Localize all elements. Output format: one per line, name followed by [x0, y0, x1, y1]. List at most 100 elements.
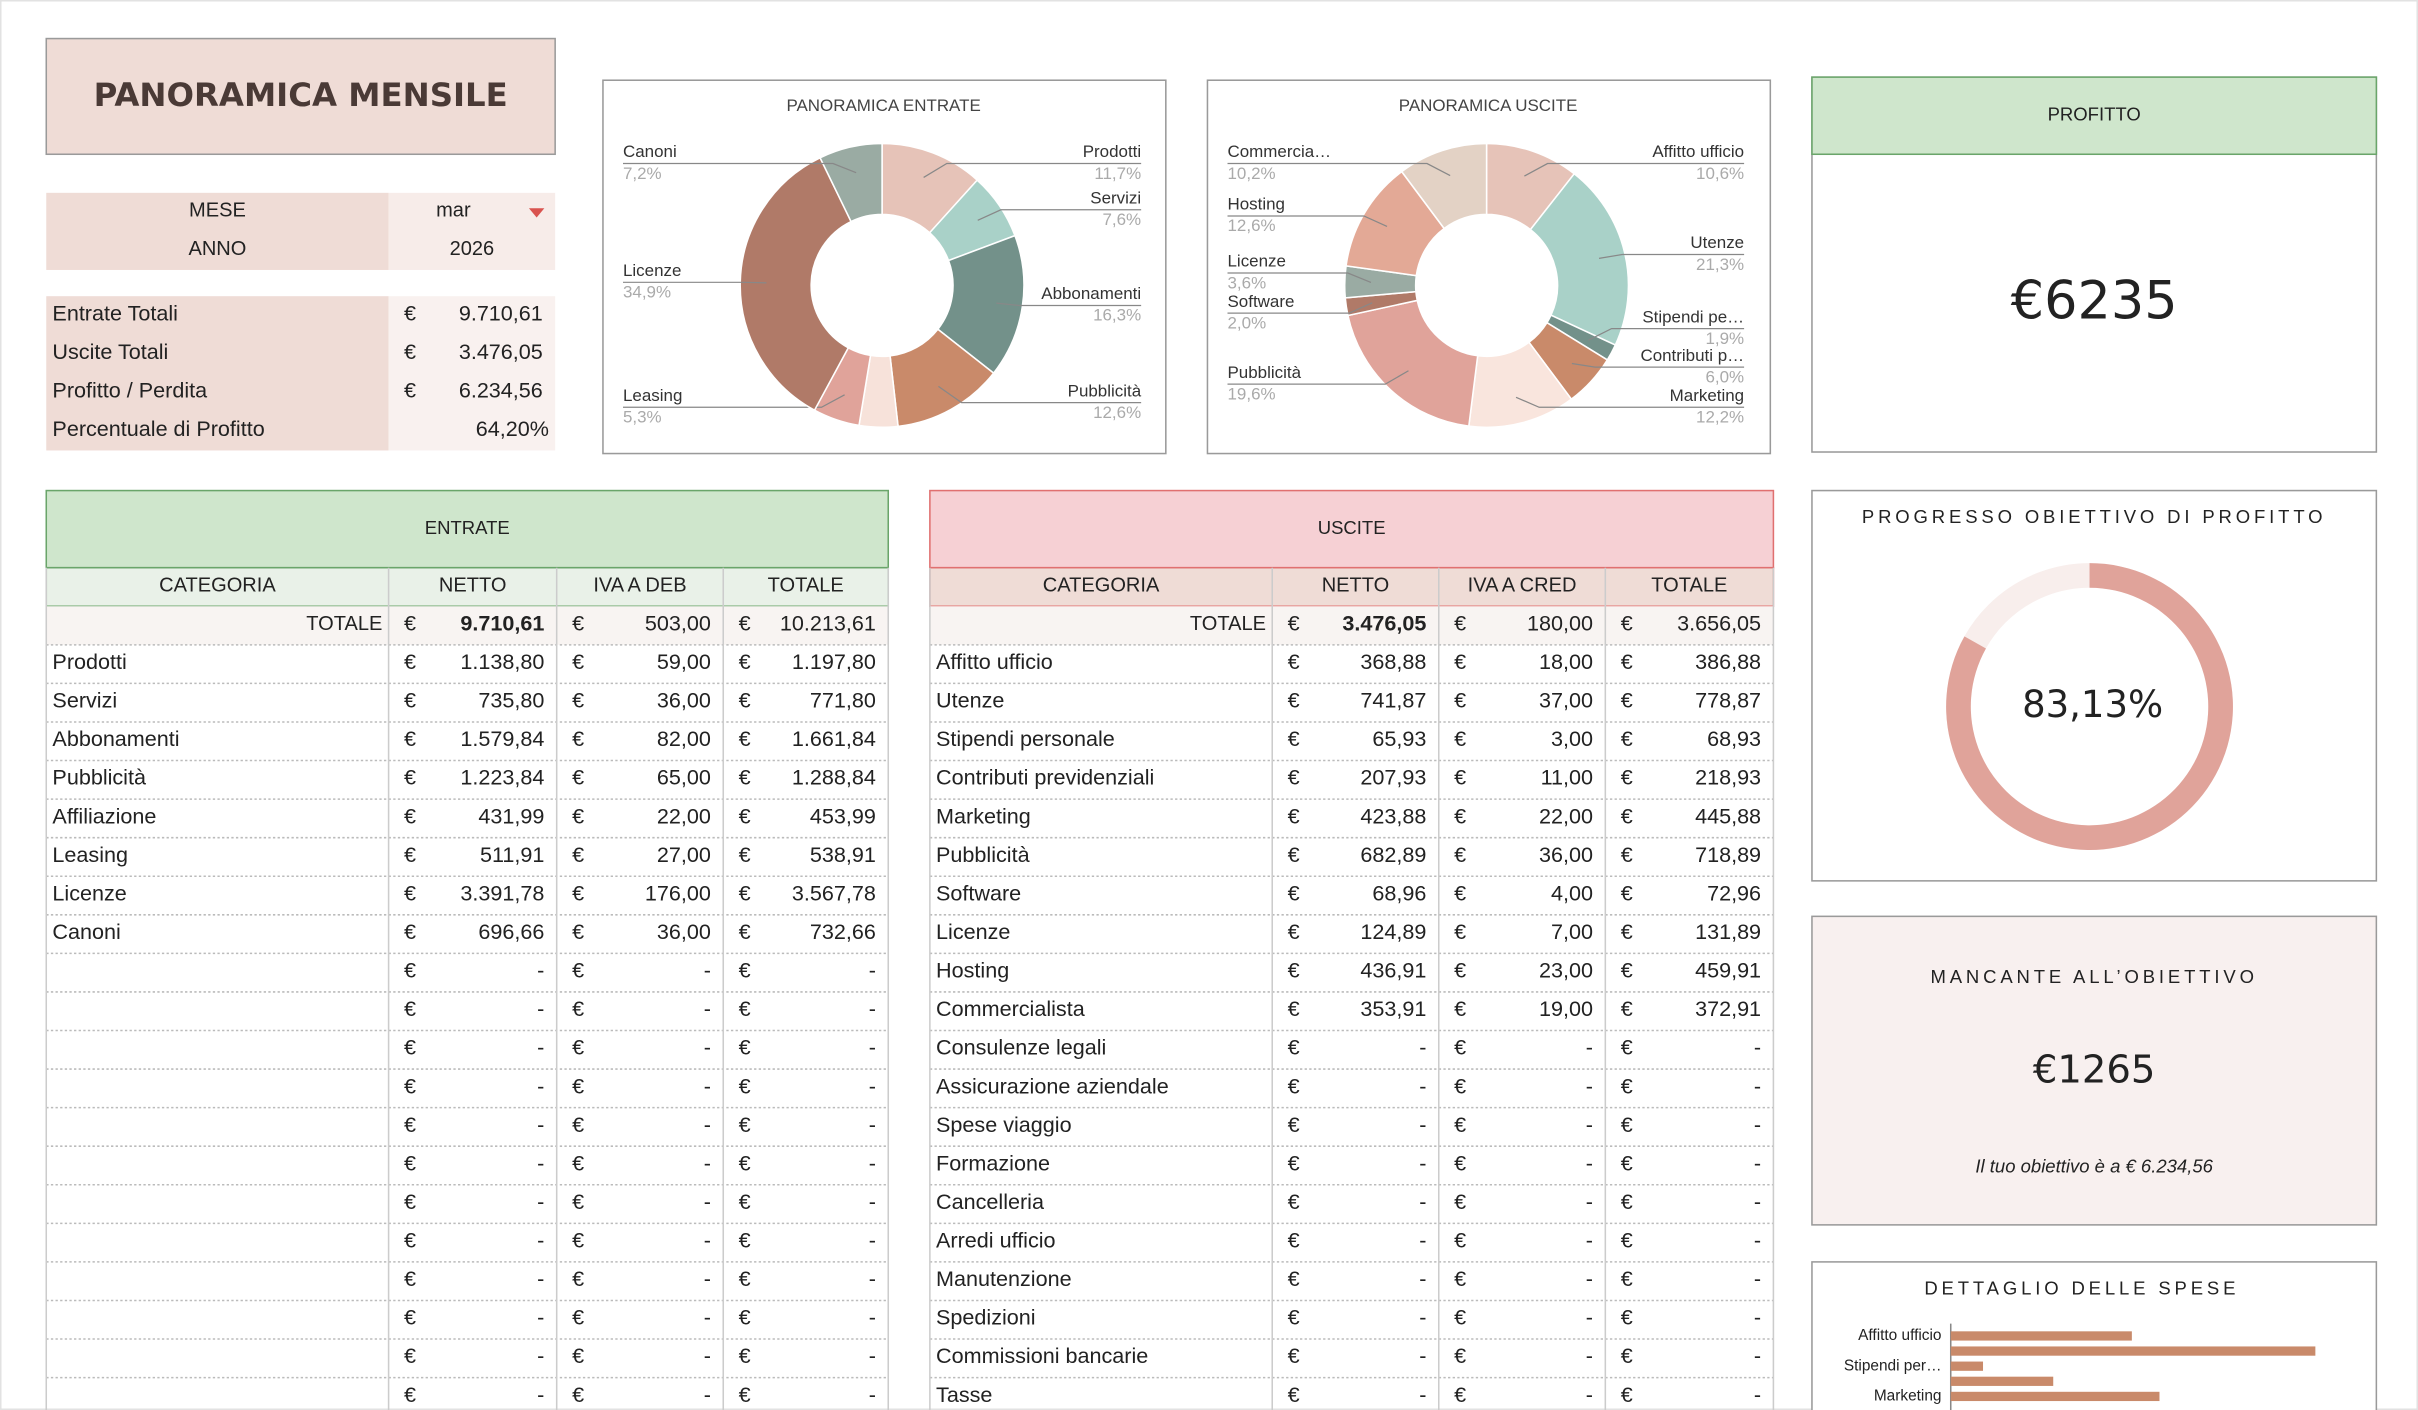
pie-label: Contributi p… [1640, 346, 1744, 365]
pie-label: Prodotti [1083, 142, 1141, 161]
currency: € [1454, 649, 1466, 674]
cell-value: - [704, 1228, 711, 1253]
cell-value: 23,00 [1539, 958, 1593, 983]
currency: € [1288, 1382, 1300, 1407]
row-label: Leasing [52, 842, 128, 867]
cell-value: 3.567,78 [792, 880, 876, 905]
pie-value-label: 34,9% [623, 283, 671, 302]
cell-value: 732,66 [810, 919, 876, 944]
currency: € [404, 1228, 416, 1253]
pie-value-label: 6,0% [1705, 367, 1744, 386]
pie-slice [1347, 299, 1479, 428]
progress-label: 83,13% [2022, 683, 2163, 726]
currency: € [572, 1343, 584, 1368]
currency: € [1621, 649, 1633, 674]
currency: € [404, 726, 416, 751]
cell-value: - [869, 1189, 876, 1214]
cell-value: - [1586, 1266, 1593, 1291]
currency: € [404, 649, 416, 674]
bar [1950, 1331, 2132, 1341]
dropdown-arrow[interactable] [528, 208, 545, 218]
leader-line [938, 385, 1142, 404]
currency: € [1454, 610, 1466, 635]
currency: € [1621, 1112, 1633, 1137]
pie-label: Utenze [1690, 233, 1744, 252]
pie-label: Software [1228, 292, 1295, 311]
cell-value: - [704, 1150, 711, 1175]
currency: € [572, 1189, 584, 1214]
cell-value: 3,00 [1551, 726, 1593, 751]
cell-value: - [537, 1189, 544, 1214]
cell-value: 718,89 [1695, 842, 1761, 867]
row-label: Software [936, 880, 1021, 905]
cell-value: - [869, 996, 876, 1021]
row-label: Pubblicità [52, 765, 146, 790]
cell-value: 19,00 [1539, 996, 1593, 1021]
table-title: USCITE [1318, 517, 1386, 538]
cell-value: 36,00 [1539, 842, 1593, 867]
cell-value: 72,96 [1707, 880, 1761, 905]
cell-value: - [1419, 1305, 1426, 1330]
column-header: TOTALE [1651, 575, 1727, 597]
currency: € [1621, 1266, 1633, 1291]
row-label: Manutenzione [936, 1266, 1072, 1291]
column-header: TOTALE [768, 575, 844, 597]
cell-value: 68,93 [1707, 726, 1761, 751]
row-label: Pubblicità [936, 842, 1030, 867]
cell-value: - [537, 1305, 544, 1330]
summary-label: Uscite Totali [52, 339, 168, 364]
cell-value: - [537, 996, 544, 1021]
cell-value: - [1754, 1305, 1761, 1330]
selector-value: mar [436, 200, 471, 222]
pie-value-label: 12,6% [1228, 216, 1276, 235]
currency: € [1288, 1228, 1300, 1253]
currency: € [572, 1266, 584, 1291]
cell-value: - [704, 1343, 711, 1368]
summary-value: 3.476,05 [459, 339, 543, 364]
cell-value: 59,00 [657, 649, 711, 674]
cell-value: - [869, 1228, 876, 1253]
cell-value: - [537, 1073, 544, 1098]
cell-value: 180,00 [1527, 610, 1593, 635]
pie-slice [1529, 172, 1630, 347]
leader-line [1524, 162, 1745, 177]
cell-value: - [1419, 1266, 1426, 1291]
row-label: Assicurazione aziendale [936, 1073, 1169, 1098]
bar [1950, 1346, 2316, 1356]
pie-value-label: 10,6% [1696, 164, 1744, 183]
bar-label: Affitto ufficio [1858, 1327, 1941, 1344]
currency: € [739, 1382, 751, 1407]
profit-value: €6235 [2011, 271, 2178, 332]
cell-value: - [869, 1266, 876, 1291]
currency: € [572, 803, 584, 828]
chart-title: DETTAGLIO DELLE SPESE [1924, 1278, 2239, 1299]
cell-value: - [869, 1343, 876, 1368]
cell-value: 22,00 [657, 803, 711, 828]
pie-value-label: 21,3% [1696, 255, 1744, 274]
currency: € [739, 1189, 751, 1214]
cell-value: - [537, 1112, 544, 1137]
row-label: Stipendi personale [936, 726, 1115, 751]
currency: € [572, 1112, 584, 1137]
pie-slice [1400, 142, 1488, 230]
currency: € [1621, 688, 1633, 713]
cell-value: - [1419, 1189, 1426, 1214]
summary-values [388, 296, 556, 451]
column-header: CATEGORIA [1043, 575, 1160, 597]
cell-value: 372,91 [1695, 996, 1761, 1021]
currency: € [404, 842, 416, 867]
summary-label: Profitto / Perdita [52, 378, 207, 403]
cell-value: - [537, 1150, 544, 1175]
cell-value: 65,00 [657, 765, 711, 790]
cell-value: 82,00 [657, 726, 711, 751]
cell-value: 353,91 [1360, 996, 1426, 1021]
cell-value: - [537, 1343, 544, 1368]
bar [1950, 1391, 2160, 1402]
leader-line [1588, 327, 1745, 341]
cell-value: - [869, 1150, 876, 1175]
missing-value: €1265 [2033, 1048, 2156, 1093]
currency: € [1621, 1343, 1633, 1368]
currency: € [1621, 996, 1633, 1021]
currency: € [572, 1035, 584, 1060]
pie-value-label: 10,2% [1228, 164, 1276, 183]
